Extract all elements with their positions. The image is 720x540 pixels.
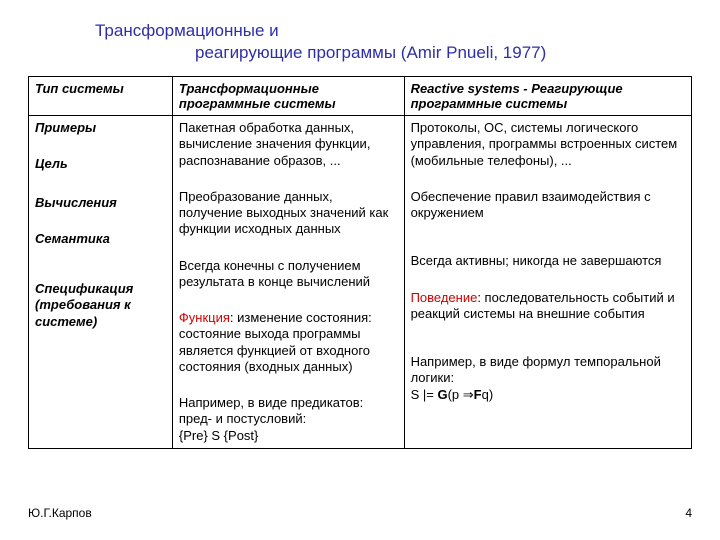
- c2-comp: Всегда активны; никогда не завершаются: [411, 253, 685, 269]
- footer: Ю.Г.Карпов 4: [28, 506, 692, 520]
- label-spec: Спецификация (требования к системе): [35, 281, 166, 330]
- reactive-cell: Протоколы, ОС, системы логического управ…: [404, 116, 691, 449]
- c2-formula: S |= G(p ⇒Fq): [411, 387, 494, 402]
- header-type: Тип системы: [29, 77, 173, 116]
- header-transf: Трансформационные программные системы: [172, 77, 404, 116]
- label-comp: Вычисления: [35, 195, 166, 211]
- title-line1: Трансформационные и: [95, 21, 279, 40]
- slide-title: Трансформационные и реагирующие программ…: [0, 0, 720, 72]
- c1-sem: Функция: изменение состояния: состояние …: [179, 310, 398, 375]
- c2-sem-kw: Поведение: [411, 290, 478, 305]
- table-body-row: Примеры Цель Вычисления Семантика Специф…: [29, 116, 692, 449]
- header-react: Reactive systems - Реагирующие программн…: [404, 77, 691, 116]
- c2-examples: Протоколы, ОС, системы логического управ…: [411, 120, 685, 169]
- label-goal: Цель: [35, 156, 166, 172]
- c1-goal: Преобразование данных, получение выходны…: [179, 189, 398, 238]
- c2-sem: Поведение: последовательность событий и …: [411, 290, 685, 323]
- c1-examples: Пакетная обработка данных, вычисление зн…: [179, 120, 398, 169]
- label-examples: Примеры: [35, 120, 166, 136]
- comparison-table: Тип системы Трансформационные программны…: [28, 76, 692, 449]
- label-sem: Семантика: [35, 231, 166, 247]
- c1-comp: Всегда конечны с получением результата в…: [179, 258, 398, 291]
- footer-page: 4: [685, 506, 692, 520]
- footer-author: Ю.Г.Карпов: [28, 506, 92, 520]
- c2-spec: Например, в виде формул темпоральной лог…: [411, 354, 685, 403]
- c2-goal: Обеспечение правил взаимодействия с окру…: [411, 189, 685, 222]
- title-line2: реагирующие программы (Amir Pnueli, 1977…: [95, 43, 546, 62]
- c1-sem-kw: Функция: [179, 310, 230, 325]
- c1-spec: Например, в виде предикатов: пред- и пос…: [179, 395, 398, 444]
- table-header-row: Тип системы Трансформационные программны…: [29, 77, 692, 116]
- transformational-cell: Пакетная обработка данных, вычисление зн…: [172, 116, 404, 449]
- row-labels-cell: Примеры Цель Вычисления Семантика Специф…: [29, 116, 173, 449]
